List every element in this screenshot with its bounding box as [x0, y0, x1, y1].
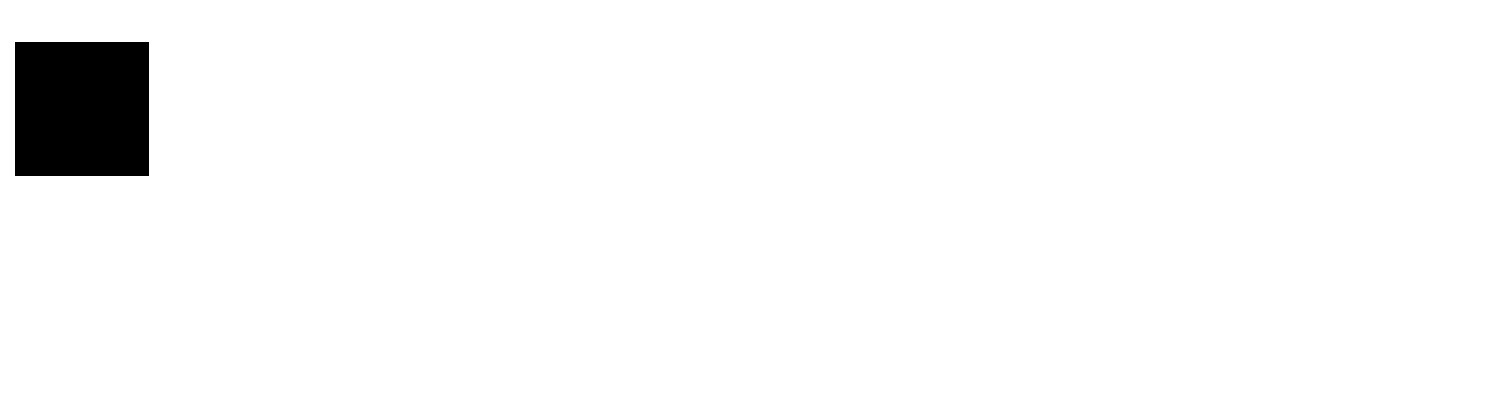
transformed-image — [15, 224, 149, 358]
original-digit-image — [15, 42, 149, 176]
